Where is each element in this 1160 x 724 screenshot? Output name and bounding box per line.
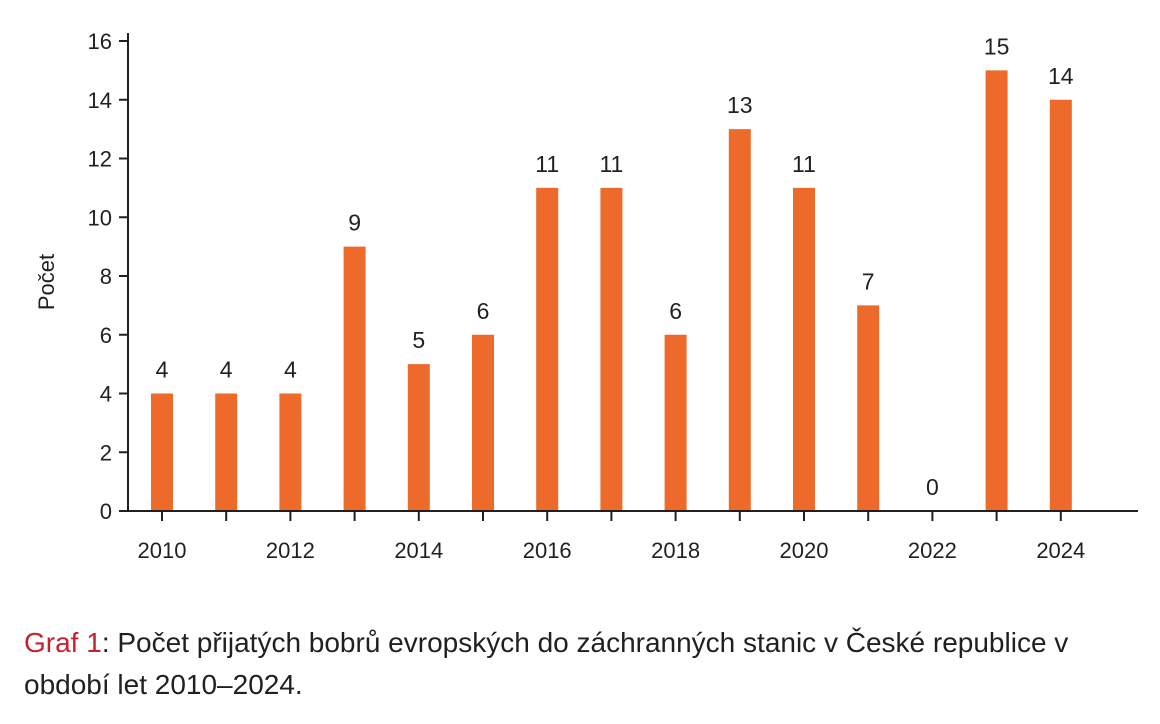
bar-2010: [151, 393, 173, 511]
x-tick-label-2012: 2012: [266, 538, 315, 563]
y-tick-label-4: 4: [100, 382, 112, 407]
y-tick-label-2: 2: [100, 440, 112, 465]
value-label-2010: 4: [156, 357, 169, 383]
value-label-2017: 11: [599, 151, 623, 177]
value-label-2013: 9: [348, 210, 361, 236]
value-label-2014: 5: [412, 327, 425, 353]
y-tick-label-8: 8: [100, 264, 112, 289]
bar-2020: [793, 187, 815, 511]
bar-2012: [279, 393, 302, 511]
caption-text: : Počet přijatých bobrů evropských do zá…: [24, 627, 1069, 700]
bar-2015: [472, 334, 494, 511]
x-tick-label-2022: 2022: [908, 538, 957, 563]
x-tick-label-2024: 2024: [1036, 538, 1085, 563]
y-tick-label-0: 0: [100, 499, 112, 524]
y-tick-label-14: 14: [88, 88, 112, 113]
value-label-2020: 11: [792, 151, 816, 177]
value-label-2023: 15: [984, 33, 1010, 59]
x-tick-label-2020: 2020: [780, 538, 829, 563]
y-tick-label-12: 12: [88, 147, 112, 172]
bar-2023: [985, 70, 1008, 511]
bar-2019: [728, 129, 751, 511]
value-label-2015: 6: [477, 298, 490, 324]
y-tick-label-6: 6: [100, 323, 112, 348]
x-tick-label-2010: 2010: [138, 538, 187, 563]
x-tick-label-2018: 2018: [651, 538, 700, 563]
x-tick-label-2016: 2016: [523, 538, 572, 563]
value-label-2011: 4: [220, 357, 233, 383]
value-label-2012: 4: [284, 357, 297, 383]
value-label-2019: 13: [727, 92, 753, 118]
x-tick-label-2014: 2014: [394, 538, 443, 563]
bar-2024: [1049, 99, 1072, 511]
bar-2013: [343, 246, 366, 511]
value-label-2024: 14: [1048, 63, 1074, 89]
value-label-2021: 7: [862, 268, 875, 294]
y-tick-label-10: 10: [88, 205, 112, 230]
bar-2018: [664, 334, 687, 511]
bar-chart: Počet 4 4 4 9 5 6 11 11 6 13 11 7 0 15 14 0 2 4 6 8 10 12 14 1…: [34, 29, 1138, 563]
bar-2011: [215, 393, 238, 511]
value-label-2018: 6: [669, 298, 682, 324]
value-label-2022: 0: [926, 474, 939, 500]
caption-prefix: Graf 1: [24, 627, 102, 658]
figure-caption: Graf 1: Počet přijatých bobrů evropských…: [24, 622, 1134, 706]
bar-2014: [407, 364, 430, 511]
y-axis-label: Počet: [34, 254, 59, 310]
bar-2016: [536, 187, 559, 511]
y-tick-label-16: 16: [88, 29, 112, 54]
bar-2021: [857, 305, 880, 511]
value-label-2016: 11: [535, 151, 559, 177]
bar-2017: [600, 187, 623, 511]
